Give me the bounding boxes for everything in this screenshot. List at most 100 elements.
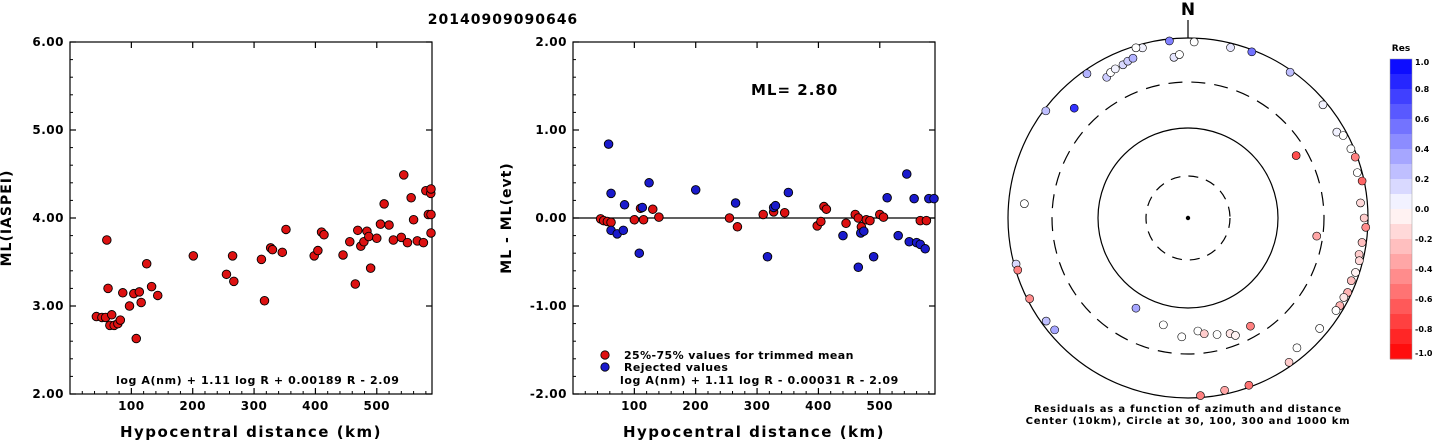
station-residual-marker bbox=[1131, 303, 1141, 313]
colorbar-tick-label: -0.8 bbox=[1415, 325, 1433, 334]
station-magnitude-point bbox=[281, 224, 291, 235]
colorbar-segment bbox=[1390, 74, 1412, 90]
colorbar-segment bbox=[1390, 254, 1412, 270]
station-residual-marker bbox=[1175, 50, 1184, 59]
station-residual-marker bbox=[1177, 332, 1187, 342]
station-residual-marker bbox=[1226, 43, 1235, 52]
station-magnitude-point bbox=[124, 301, 135, 311]
colorbar-segment bbox=[1390, 224, 1412, 240]
plot2-y-tick-label: 1.00 bbox=[535, 123, 567, 137]
station-magnitude-point bbox=[141, 259, 152, 269]
station-residual-marker bbox=[1351, 268, 1360, 277]
plot1-y-tick-label: 6.00 bbox=[32, 35, 64, 49]
station-residual-marker bbox=[1041, 106, 1051, 116]
trimmed-mean-point bbox=[654, 212, 664, 222]
colorbar-segment bbox=[1390, 344, 1412, 360]
legend-red-marker bbox=[600, 350, 610, 360]
azimuth-residual-map: N Residuals as a function of azimuth and… bbox=[1007, 0, 1433, 427]
rejected-point bbox=[838, 230, 848, 241]
plot2-x-tick-label: 200 bbox=[682, 399, 709, 413]
station-magnitude-point bbox=[353, 225, 363, 236]
plot1-points bbox=[91, 170, 436, 344]
rejected-point bbox=[606, 188, 616, 199]
station-markers bbox=[1011, 36, 1371, 400]
station-residual-marker bbox=[1285, 67, 1295, 77]
rejected-point bbox=[770, 200, 781, 211]
trimmed-mean-point bbox=[878, 212, 889, 222]
station-residual-marker bbox=[1013, 265, 1023, 275]
station-magnitude-point bbox=[134, 287, 145, 297]
station-magnitude-point bbox=[372, 233, 382, 243]
colorbar-segment bbox=[1390, 329, 1412, 345]
station-magnitude-point bbox=[115, 315, 126, 325]
station-magnitude-point bbox=[406, 193, 416, 203]
plot2-y-tick-label: -1.00 bbox=[530, 299, 567, 313]
rejected-point bbox=[603, 139, 614, 149]
rejected-point bbox=[868, 251, 879, 262]
colorbar-segment bbox=[1390, 104, 1412, 120]
plot1-y-tick-label: 3.00 bbox=[32, 299, 64, 313]
trimmed-mean-point bbox=[724, 213, 735, 223]
colorbar-segment bbox=[1390, 164, 1412, 180]
rejected-point bbox=[882, 193, 892, 203]
station-residual-marker bbox=[1165, 36, 1174, 46]
colorbar-segment bbox=[1390, 179, 1412, 195]
station-residual-marker bbox=[1247, 47, 1257, 57]
station-residual-marker bbox=[1357, 238, 1367, 247]
plot2-x-axis-label: Hypocentral distance (km) bbox=[623, 423, 885, 441]
plot1-y-tick-label: 5.00 bbox=[32, 123, 64, 137]
colorbar-segment bbox=[1390, 149, 1412, 165]
page-title: 20140909090646 bbox=[428, 12, 578, 28]
station-magnitude-point bbox=[313, 245, 323, 256]
station-magnitude-point bbox=[267, 244, 278, 255]
station-residual-marker bbox=[1315, 324, 1324, 333]
station-residual-marker bbox=[1069, 103, 1079, 113]
residual-vs-distance-plot: 100 200 300 400 500 -2.00 -1.00 0.00 1.00 2.00 ML… bbox=[499, 35, 939, 441]
station-residual-marker bbox=[1346, 144, 1356, 154]
map-caption-line2: Center (10km), Circle at 30, 100, 300 an… bbox=[1026, 416, 1351, 427]
colorbar-border bbox=[1389, 58, 1413, 360]
trimmed-mean-point bbox=[758, 209, 768, 220]
colorbar-segment bbox=[1390, 299, 1412, 315]
colorbar-segment bbox=[1390, 119, 1412, 135]
trimmed-mean-point bbox=[865, 215, 875, 226]
colorbar-segment bbox=[1390, 209, 1412, 225]
rejected-point bbox=[783, 187, 794, 198]
station-residual-marker bbox=[1128, 53, 1138, 63]
plot2-ml-annotation: ML= 2.80 bbox=[751, 81, 838, 99]
station-residual-marker bbox=[1361, 223, 1371, 232]
station-residual-marker bbox=[1199, 329, 1209, 339]
station-magnitude-point bbox=[426, 184, 436, 194]
rejected-point bbox=[909, 193, 919, 204]
trimmed-mean-point bbox=[638, 215, 649, 225]
rejected-point bbox=[730, 198, 741, 208]
colorbar-ticks: 1.0 0.8 0.6 0.4 0.2 0.0 -0.2 -0.4 -0.6 -0.8 -1.0 bbox=[1415, 58, 1433, 358]
colorbar-tick-label: -0.2 bbox=[1415, 235, 1433, 244]
station-magnitude-point bbox=[319, 229, 329, 240]
station-residual-marker bbox=[1231, 331, 1240, 340]
rejected-point bbox=[618, 225, 629, 236]
colorbar-tick-label: 1.0 bbox=[1415, 58, 1430, 67]
plot1-x-tick-label: 300 bbox=[241, 399, 268, 413]
legend-blue-marker bbox=[600, 362, 610, 372]
station-residual-marker bbox=[1284, 357, 1294, 367]
station-residual-marker bbox=[1082, 69, 1092, 79]
rejected-point bbox=[762, 251, 773, 262]
colorbar-tick-label: 0.6 bbox=[1415, 115, 1430, 124]
station-magnitude-point bbox=[152, 290, 163, 301]
station-residual-marker bbox=[1331, 306, 1341, 315]
station-residual-marker bbox=[1041, 316, 1051, 326]
station-residual-marker bbox=[1355, 256, 1364, 266]
plot2-x-tick-label: 100 bbox=[621, 399, 648, 413]
station-magnitude-point bbox=[396, 232, 407, 243]
plot2-y-tick-label: -2.00 bbox=[530, 387, 567, 401]
epicenter-dot bbox=[1185, 215, 1191, 221]
trimmed-mean-point bbox=[841, 218, 851, 229]
colorbar-title: Res bbox=[1392, 44, 1410, 54]
station-residual-marker bbox=[1025, 294, 1034, 303]
rejected-point bbox=[619, 200, 630, 210]
plot2-ticks: 100 200 300 400 500 -2.00 -1.00 0.00 1.00 2.00 bbox=[530, 35, 935, 413]
trimmed-mean-point bbox=[853, 213, 864, 223]
station-residual-marker bbox=[1220, 386, 1229, 395]
station-magnitude-point bbox=[388, 235, 399, 245]
